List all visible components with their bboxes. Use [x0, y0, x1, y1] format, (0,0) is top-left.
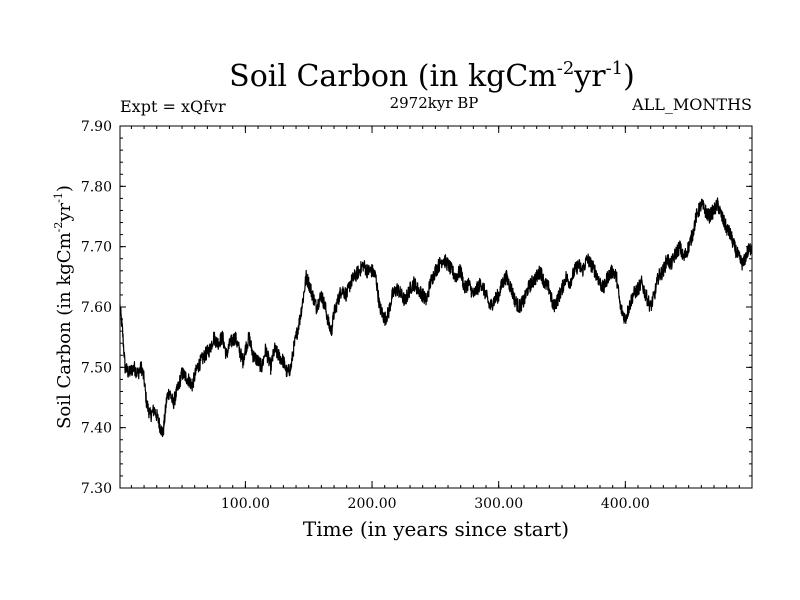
- y-axis-label-sup-1: -2: [52, 222, 65, 233]
- chart-title-sup-2: -1: [606, 58, 624, 79]
- y-tick-label: 7.30: [81, 481, 112, 497]
- x-axis-label: Time (in years since start): [303, 517, 569, 541]
- y-axis: 7.30 7.40 7.50 7.60 7.70 7.80 7.90: [81, 119, 752, 497]
- x-axis: 100.00 200.00 300.00 400.00: [130, 126, 740, 512]
- series-layer: [119, 197, 753, 438]
- y-tick-label: 7.40: [81, 421, 112, 437]
- y-axis-label-main: Soil Carbon (in kgCm: [54, 232, 75, 429]
- expt-label: Expt = xQfvr: [120, 97, 226, 116]
- chart-title-end: ): [623, 59, 635, 94]
- months-label: ALL_MONTHS: [631, 95, 752, 114]
- chart-title: Soil Carbon (in kgCm-2yr-1): [229, 58, 635, 94]
- x-tick-label: 100.00: [221, 496, 270, 512]
- y-axis-label: Soil Carbon (in kgCm-2yr-1): [52, 185, 75, 429]
- chart-title-sup-1: -2: [557, 58, 575, 79]
- plot-frame: [119, 125, 753, 489]
- y-axis-label-sup-2: -1: [52, 192, 65, 203]
- chart-subtitle: 2972kyr BP: [390, 94, 479, 112]
- chart-title-mid: yr: [573, 59, 606, 94]
- x-tick-label: 200.00: [348, 496, 397, 512]
- y-axis-label-end: ): [54, 185, 75, 192]
- x-tick-label: 400.00: [601, 496, 650, 512]
- series-line: [119, 197, 753, 438]
- x-tick-label: 300.00: [474, 496, 523, 512]
- chart-title-main: Soil Carbon (in kgCm: [229, 59, 557, 94]
- y-tick-label: 7.90: [81, 119, 112, 135]
- y-tick-label: 7.50: [81, 360, 112, 376]
- y-axis-label-mid: yr: [54, 202, 75, 222]
- y-tick-label: 7.70: [81, 240, 112, 256]
- y-tick-label: 7.80: [81, 179, 112, 195]
- y-tick-label: 7.60: [81, 300, 112, 316]
